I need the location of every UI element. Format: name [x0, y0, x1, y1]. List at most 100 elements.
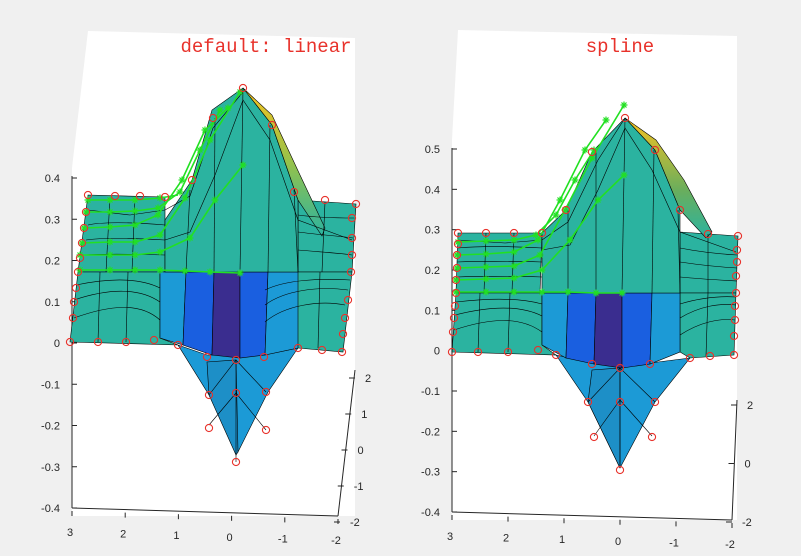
data-point-marker: [645, 359, 655, 369]
data-point-marker: [447, 347, 457, 357]
surface-right-band5: [649, 292, 681, 365]
data-point-marker: [587, 359, 597, 369]
interp-star-marker: [156, 266, 164, 274]
interp-star-marker: [206, 268, 214, 276]
data-point-marker: [267, 120, 277, 130]
data-point-marker: [81, 207, 91, 217]
data-point-marker: [79, 223, 89, 233]
interp-star-marker: [482, 275, 490, 283]
data-point-marker: [173, 340, 183, 350]
interp-star-marker: [452, 276, 460, 284]
x-tick-label: 3: [67, 527, 73, 539]
y-tick-label: -2: [742, 517, 752, 529]
surface-right-band3: [593, 292, 623, 369]
data-point-marker: [160, 192, 170, 202]
interp-star-marker: [571, 176, 579, 184]
interp-star-marker: [131, 207, 139, 215]
interp-star-marker: [581, 146, 589, 154]
data-point-marker: [685, 353, 695, 363]
surface-right-peak-ridge: [624, 117, 713, 239]
interp-star-marker: [80, 224, 88, 232]
data-point-marker: [650, 397, 660, 407]
data-point-marker: [729, 331, 739, 341]
surface-left-trough-face: [206, 359, 239, 456]
x-tick-label: 3: [447, 531, 453, 543]
data-point-marker: [110, 191, 120, 201]
interp-star-marker: [556, 196, 564, 204]
interp-star-marker: [532, 231, 540, 239]
z-tick-label: 0: [54, 338, 60, 350]
data-point-marker: [204, 390, 214, 400]
data-point-marker: [703, 229, 713, 239]
data-point-marker: [733, 231, 743, 241]
interp-star-marker: [131, 238, 139, 246]
data-point-marker: [77, 238, 87, 248]
data-point-marker: [231, 388, 241, 398]
surface-right-front: [451, 292, 557, 356]
z-tick-label: -0.1: [41, 379, 60, 391]
data-point-marker: [69, 297, 79, 307]
interp-star-marker: [176, 188, 184, 196]
data-point-marker: [347, 233, 357, 243]
data-point-marker: [731, 288, 741, 298]
data-point-marker: [533, 345, 543, 355]
data-point-marker: [231, 457, 241, 467]
x-tick-label: -2: [725, 539, 735, 551]
data-point-marker: [731, 271, 741, 281]
interp-star-marker: [181, 194, 189, 202]
y-tick-label: 2: [747, 400, 753, 412]
x-tick-label: 0: [615, 536, 621, 548]
interp-star-marker: [510, 236, 518, 244]
data-point-marker: [68, 313, 78, 323]
interp-star-marker: [510, 248, 518, 256]
y-tick-label: -2: [350, 517, 360, 529]
data-point-marker: [583, 397, 593, 407]
axes-right: spline 0.50.40.30.20.10-0.1-0.2-0.3-0.4 …: [421, 30, 753, 551]
interp-star-marker: [482, 237, 490, 245]
data-point-marker: [204, 423, 214, 433]
data-point-marker: [340, 313, 350, 323]
data-point-marker: [320, 195, 330, 205]
data-point-marker: [729, 350, 739, 360]
surface-left-band1: [159, 271, 187, 346]
surface-right-band2: [565, 292, 597, 365]
data-point-marker: [238, 83, 248, 93]
x-ticks-right: 3 2 1 0 -1 -2: [447, 515, 735, 551]
interp-star-marker: [566, 236, 574, 244]
interp-star-marker: [482, 250, 490, 258]
x-tick-label: -1: [669, 537, 679, 549]
data-point-marker: [587, 147, 597, 157]
z-tick-label: 0: [434, 346, 440, 358]
data-point-marker: [448, 327, 458, 337]
data-point-marker: [615, 465, 625, 475]
data-point-marker: [343, 295, 353, 305]
surface-right-band4: [621, 292, 653, 369]
data-point-marker: [452, 263, 462, 273]
y-ticks-right: 2 0 -2: [726, 400, 753, 529]
data-point-marker: [450, 301, 460, 311]
x-tick-label: 1: [559, 534, 565, 546]
interp-star-marker: [602, 116, 610, 124]
interp-star-marker: [620, 101, 628, 109]
data-point-marker: [75, 253, 85, 263]
surface-right-peak-line-d: [677, 209, 681, 294]
interp-star-marker: [564, 288, 572, 296]
data-point-marker: [730, 301, 740, 311]
data-point-marker: [338, 329, 348, 339]
data-point-marker: [453, 228, 463, 238]
interp-star-marker: [76, 266, 84, 274]
data-point-marker: [620, 113, 630, 123]
interp-star-marker: [224, 104, 232, 112]
surface-left-peak-line-c: [185, 189, 191, 273]
z-tick-label: 0.3: [425, 225, 440, 237]
data-point-marker: [347, 213, 357, 223]
interp-star-marker: [206, 136, 214, 144]
data-point-marker: [83, 190, 93, 200]
interp-star-marker: [216, 106, 224, 114]
interp-star-marker: [106, 223, 114, 231]
data-point-marker: [202, 352, 212, 362]
interp-star-marker: [156, 231, 164, 239]
interp-star-marker: [156, 194, 164, 202]
interp-star-marker: [201, 126, 209, 134]
interp-star-marker: [78, 239, 86, 247]
